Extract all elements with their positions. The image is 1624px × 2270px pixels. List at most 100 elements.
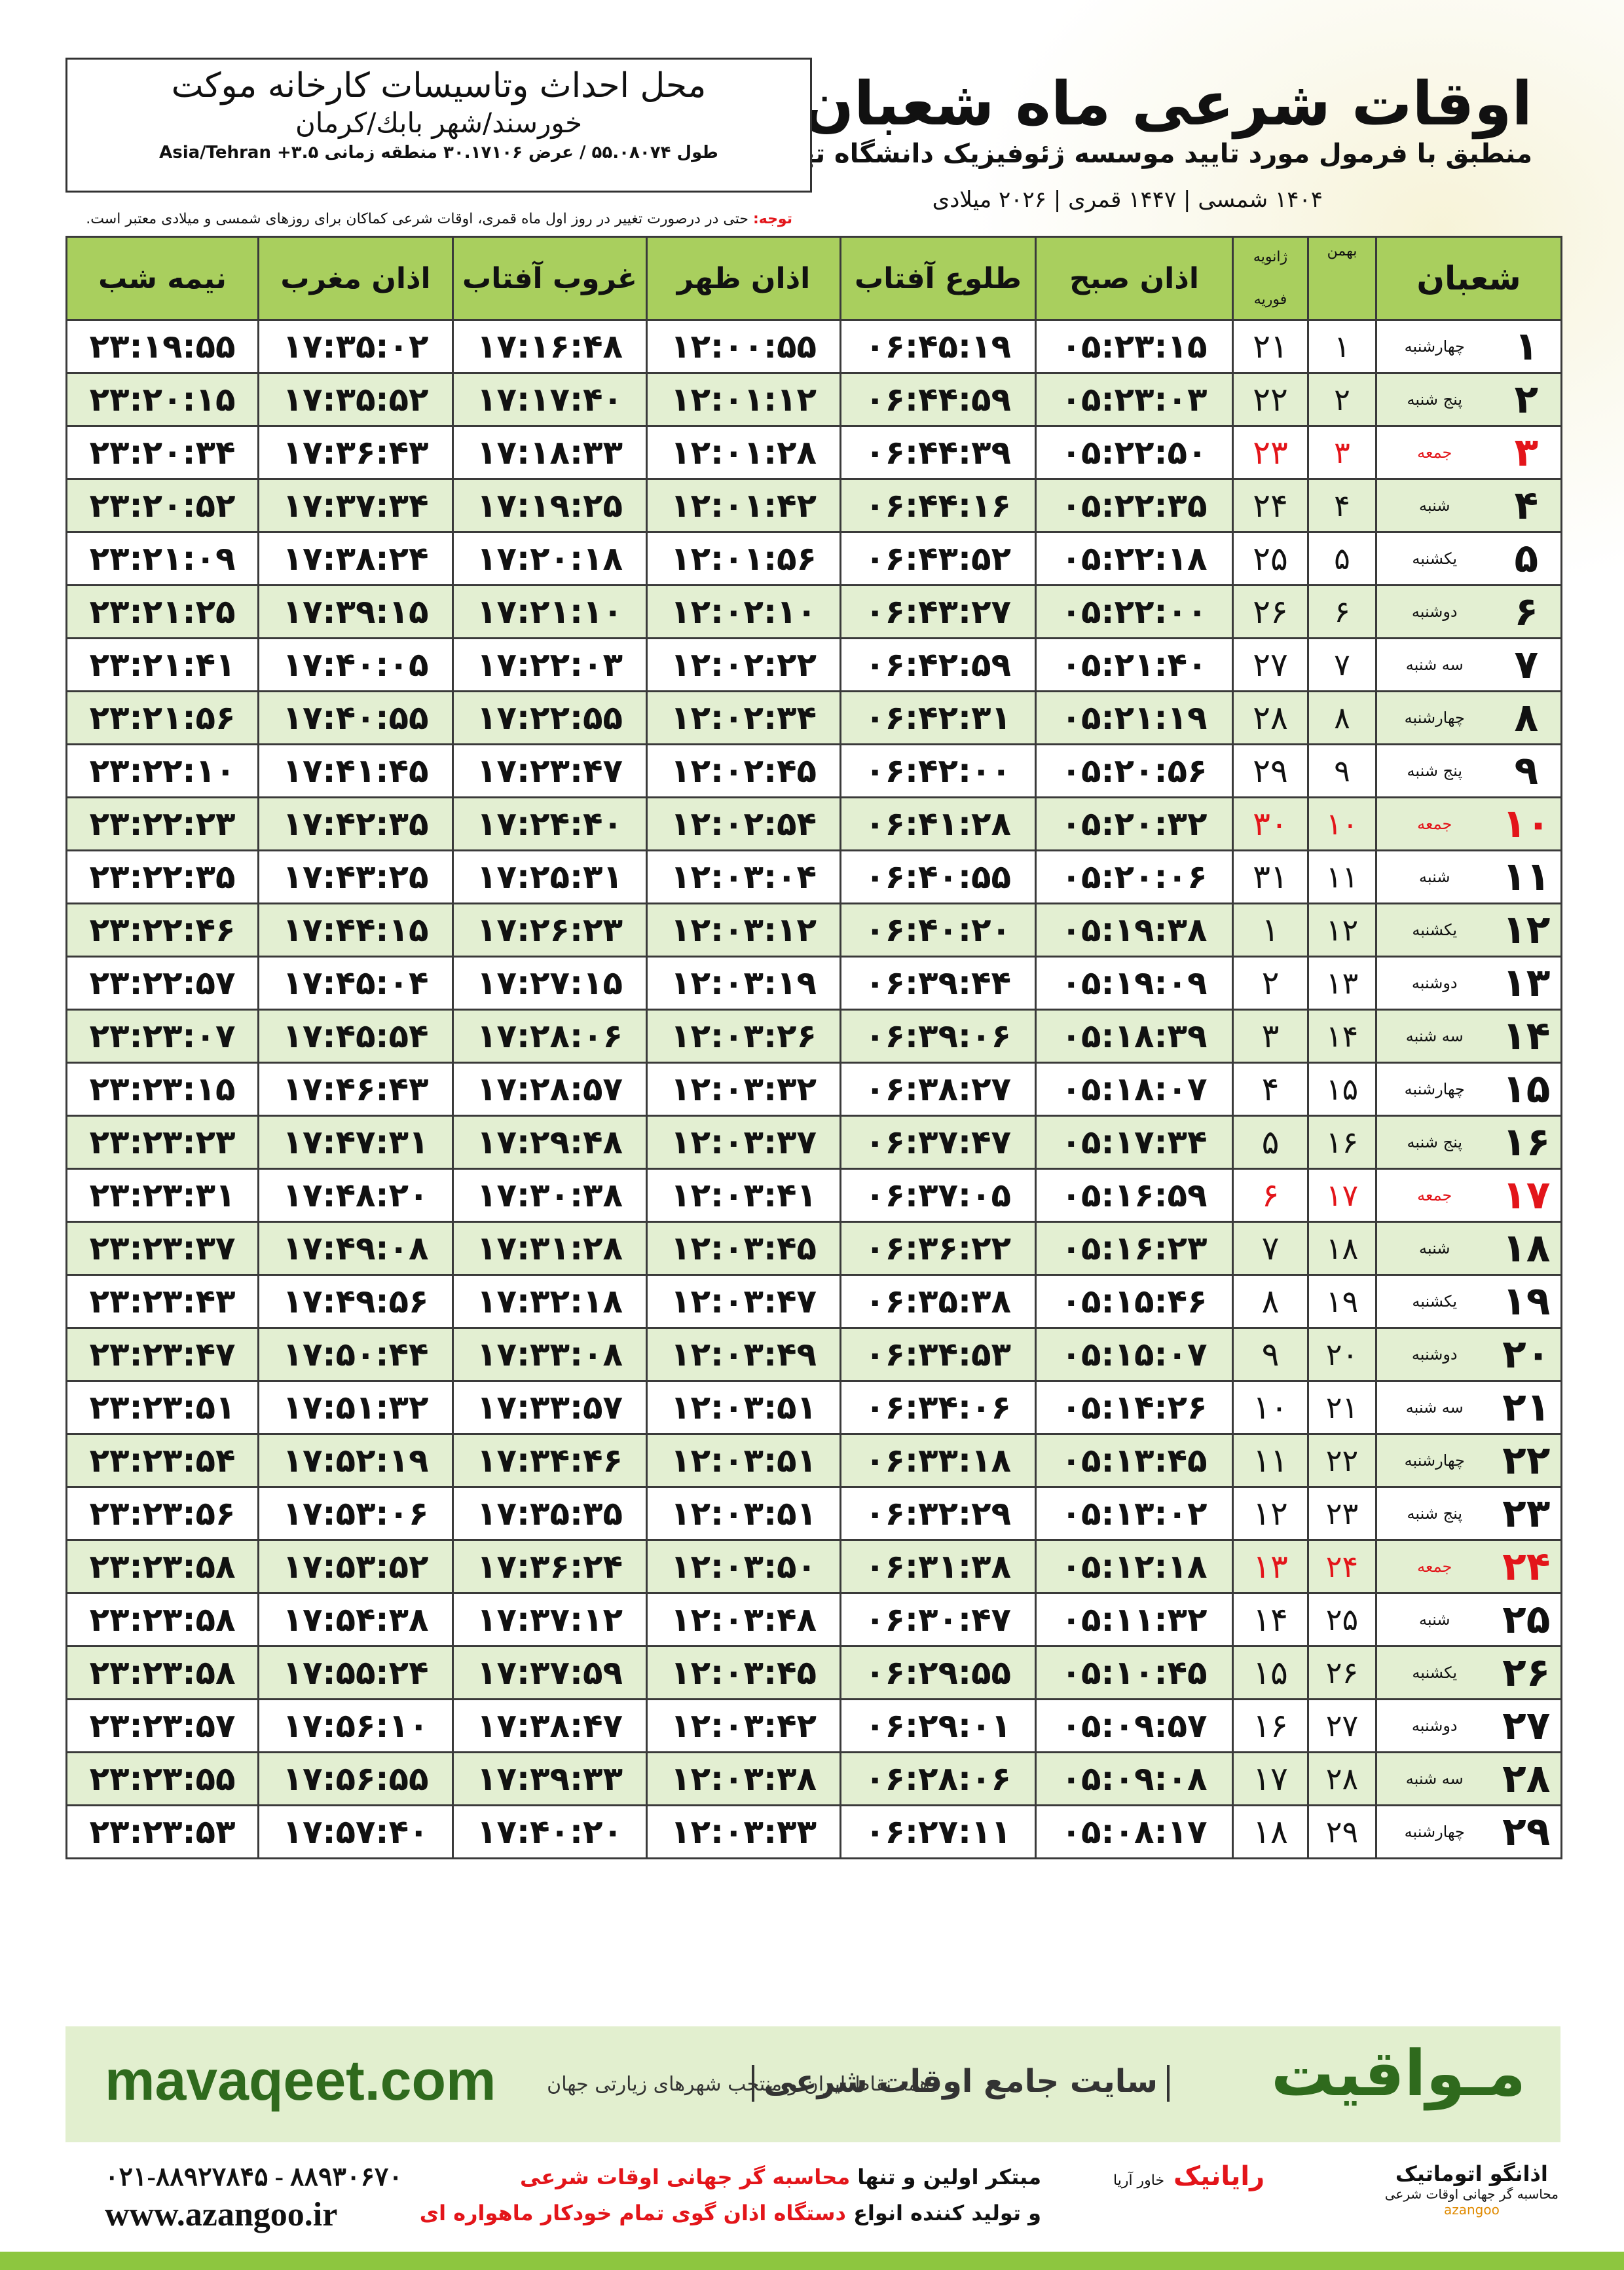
table-cell: ۱۲:۰۲:۵۴ [646, 796, 841, 851]
table-cell: ۰۶:۳۱:۳۸ [840, 1539, 1037, 1594]
table-cell: ۱۷:۴۸:۲۰ [257, 1168, 454, 1223]
table-cell: ۲۳:۲۲:۱۰ [65, 743, 259, 798]
table-cell: ۱۲:۰۳:۴۵ [646, 1645, 841, 1700]
table-cell: ۲۰ [1307, 1327, 1377, 1382]
separator [1167, 2065, 1170, 2102]
table-cell: ۱۷:۳۷:۱۲ [452, 1592, 648, 1647]
table-cell: ۲۳:۲۳:۵۳ [65, 1804, 259, 1859]
table-cell: شنبه [1375, 1221, 1492, 1276]
brand: مـواقیت [1270, 2037, 1526, 2110]
table-row: ۷ سه شنبه ۷ ۲۷ ۰۵:۲۱:۴۰ ۰۶:۴۲:۵۹ ۱۲:۰۲:۲۲ ۱۷:۲۲… [65, 637, 1563, 692]
table-cell: ۱۷:۳۱:۲۸ [452, 1221, 648, 1276]
table-cell: ۱۲:۰۳:۵۱ [646, 1486, 841, 1541]
column-header: اذان مغرب [257, 236, 454, 321]
table-cell: ۱۰ [1307, 796, 1377, 851]
table-cell: ۲۳:۲۳:۵۸ [65, 1539, 259, 1594]
table-cell: ۰۵:۲۲:۵۰ [1035, 425, 1234, 480]
table-cell: شنبه [1375, 849, 1492, 904]
table-cell: ۲۱ [1307, 1380, 1377, 1435]
logo-sub: خاور آریا [1113, 2172, 1165, 2189]
table-cell: ۰۵:۱۵:۴۶ [1035, 1274, 1234, 1329]
table-row: ۱۵ چهارشنبه ۱۵ ۴ ۰۵:۱۸:۰۷ ۰۶:۳۸:۲۷ ۱۲:۰۳:۳۲ ۱۷:… [65, 1062, 1563, 1117]
table-cell: ۱۷:۳۰:۳۸ [452, 1168, 648, 1223]
slogan: سایت جامع اوقات شرعی [743, 2063, 1179, 2102]
table-row: ۲۴ جمعه ۲۴ ۱۳ ۰۵:۱۲:۱۸ ۰۶:۳۱:۳۸ ۱۲:۰۳:۵۰ ۱۷:۳۶:… [65, 1539, 1563, 1594]
table-cell: ۲۳:۲۳:۴۷ [65, 1327, 259, 1382]
logo-sub: محاسبه گر جهانی اوقات شرعی [1384, 2186, 1559, 2202]
table-cell: ۱۷:۴۴:۱۵ [257, 902, 454, 958]
table-cell: ۱۲ [1492, 902, 1563, 958]
table-cell: ۱۲:۰۳:۳۳ [646, 1804, 841, 1859]
table-cell: ۲۳:۱۹:۵۵ [65, 319, 259, 374]
table-cell: ۰۵:۱۶:۲۳ [1035, 1221, 1234, 1276]
table-cell: ۱۳ [1492, 956, 1563, 1011]
table-cell: ۱۹ [1307, 1274, 1377, 1329]
header-row: شعبان بهمن ژانویه فوریه اذان صبح طلوع آفت… [65, 236, 1563, 321]
table-row: ۹ پنج شنبه ۹ ۲۹ ۰۵:۲۰:۵۶ ۰۶:۴۲:۰۰ ۱۲:۰۲:۴۵ ۱۷:۲… [65, 743, 1563, 798]
table-cell: ۲۸ [1307, 1751, 1377, 1806]
table-cell: ۰۵:۲۱:۴۰ [1035, 637, 1234, 692]
table-cell: ۱۷:۳۳:۰۸ [452, 1327, 648, 1382]
table-cell: ۲۳:۲۱:۴۱ [65, 637, 259, 692]
table-cell: ۱۲:۰۳:۵۱ [646, 1380, 841, 1435]
table-cell: ۴ [1492, 478, 1563, 533]
table-cell: چهارشنبه [1375, 690, 1492, 745]
site[interactable]: mavaqeet.com [105, 2049, 496, 2112]
table-cell: ۱۲:۰۳:۳۸ [646, 1751, 841, 1806]
table-cell: ۱۵ [1232, 1645, 1309, 1700]
table-cell: شنبه [1375, 478, 1492, 533]
table-cell: ۱۲:۰۳:۵۱ [646, 1433, 841, 1488]
table-cell: ۲۳:۲۳:۵۷ [65, 1698, 259, 1753]
table-cell: پنج شنبه [1375, 372, 1492, 427]
table-cell: ۲۳:۲۳:۵۴ [65, 1433, 259, 1488]
table-cell: ۰۵:۱۶:۵۹ [1035, 1168, 1234, 1223]
table-row: ۵ یکشنبه ۵ ۲۵ ۰۵:۲۲:۱۸ ۰۶:۴۳:۵۲ ۱۲:۰۱:۵۶ ۱۷:۲۰:… [65, 531, 1563, 586]
table-cell: ۰۵:۰۹:۵۷ [1035, 1698, 1234, 1753]
table-cell: ۰۵:۱۱:۳۲ [1035, 1592, 1234, 1647]
table-cell: ۲۹ [1492, 1804, 1563, 1859]
table-cell: ۹ [1232, 1327, 1309, 1382]
table-cell: ۶ [1307, 584, 1377, 639]
table-cell: یکشنبه [1375, 1274, 1492, 1329]
table-cell: ۱۷:۵۰:۴۴ [257, 1327, 454, 1382]
table-body: ۱ چهارشنبه ۱ ۲۱ ۰۵:۲۳:۱۵ ۰۶:۴۵:۱۹ ۱۲:۰۰:۵۵ ۱۷:۱… [65, 319, 1563, 1859]
table-cell: ۲۹ [1307, 1804, 1377, 1859]
table-cell: ۰۵:۱۸:۳۹ [1035, 1009, 1234, 1064]
bottom-bar [0, 2252, 1624, 2270]
table-cell: ۱۷:۴۵:۵۴ [257, 1009, 454, 1064]
slogan-sub: همه نقاط ایران و منتخب شهرهای زیارتی جها… [547, 2073, 930, 2096]
promo-text: مبتکر اولین و تنها [857, 2165, 1041, 2189]
table-cell: ۰۶:۲۹:۰۱ [840, 1698, 1037, 1753]
table-cell: ۱۷:۴۶:۴۳ [257, 1062, 454, 1117]
table-cell: ۱۷:۴۳:۲۵ [257, 849, 454, 904]
table-cell: ۱۷:۳۴:۴۶ [452, 1433, 648, 1488]
table-cell: جمعه [1375, 796, 1492, 851]
table-cell: ۱۲:۰۳:۴۷ [646, 1274, 841, 1329]
table-cell: ۷ [1307, 637, 1377, 692]
table-cell: ۱۷:۳۸:۲۴ [257, 531, 454, 586]
table-cell: ۱۷:۵۶:۵۵ [257, 1751, 454, 1806]
table-cell: ۸ [1232, 1274, 1309, 1329]
table-cell: دوشنبه [1375, 956, 1492, 1011]
table-cell: ۱۲:۰۳:۴۸ [646, 1592, 841, 1647]
table-cell: ۱۵ [1492, 1062, 1563, 1117]
dates: ۱۴۰۴ شمسی | ۱۴۴۷ قمری | ۲۰۲۶ میلادی [932, 187, 1323, 213]
slogan-text: سایت جامع اوقات شرعی [764, 2063, 1158, 2100]
table-cell: چهارشنبه [1375, 319, 1492, 374]
table-cell: ۰۶:۴۲:۳۱ [840, 690, 1037, 745]
table-cell: ۱۷ [1232, 1751, 1309, 1806]
table-cell: ۰۶:۴۵:۱۹ [840, 319, 1037, 374]
table-cell: ۰۶:۳۴:۰۶ [840, 1380, 1037, 1435]
table-cell: ۷ [1492, 637, 1563, 692]
table-cell: ۱۷:۱۸:۳۳ [452, 425, 648, 480]
table-cell: ۹ [1307, 743, 1377, 798]
table-cell: یکشنبه [1375, 1645, 1492, 1700]
table-cell: ۱۷:۴۵:۰۴ [257, 956, 454, 1011]
table-cell: ۰۶:۳۸:۲۷ [840, 1062, 1037, 1117]
table-cell: ۱۷:۵۳:۰۶ [257, 1486, 454, 1541]
web[interactable]: www.azangoo.ir [105, 2196, 338, 2233]
table-cell: ۱۲:۰۳:۰۴ [646, 849, 841, 904]
table-cell: ۸ [1492, 690, 1563, 745]
table-cell: ۱۷:۲۸:۵۷ [452, 1062, 648, 1117]
